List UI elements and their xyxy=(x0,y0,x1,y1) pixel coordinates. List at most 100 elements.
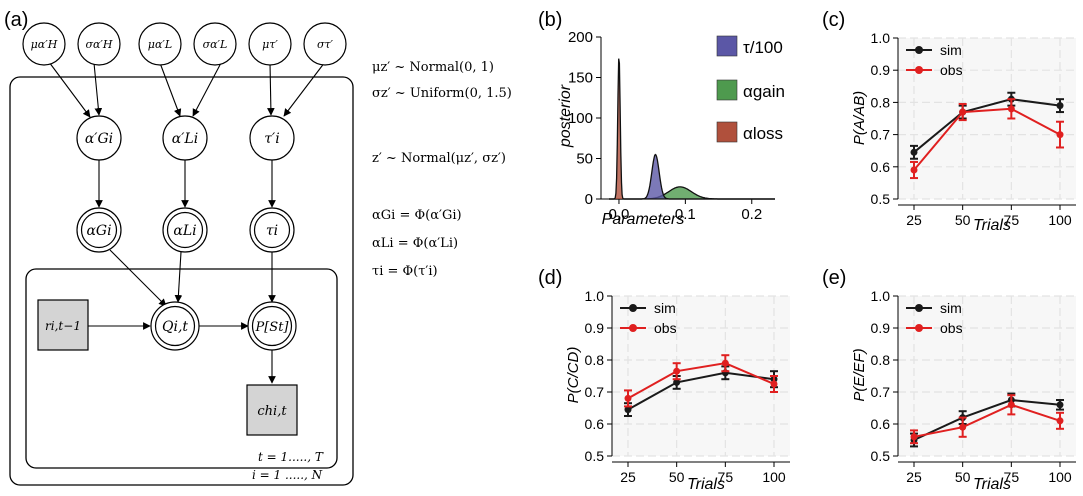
panel-label-d: (d) xyxy=(538,267,562,289)
data-point-sim xyxy=(1056,401,1064,409)
node-tau-prime xyxy=(249,115,295,161)
posterior-legend: τ/100 αgain αloss xyxy=(716,35,785,143)
edge-aL-Q xyxy=(174,251,183,303)
y-tick-label: 50 xyxy=(576,151,593,168)
y-tick-label: 100 xyxy=(568,110,593,127)
y-tick-label: 0.7 xyxy=(871,127,891,143)
equation-6: τi = Φ(τ′i) xyxy=(372,264,438,279)
data-point-obs xyxy=(1056,131,1064,139)
legend-swatch xyxy=(716,35,738,57)
legend-marker xyxy=(915,304,923,312)
panel-c: (c) 0.5 0.6 0.7 0.8 0.9 1.0 25 50 75 100 sim obs Tr… xyxy=(822,9,1076,234)
label-alphaL-prime: α′Li xyxy=(172,131,198,147)
posterior-chart: 0 50 100 150 200 0.0 0.1 0.2 xyxy=(568,29,775,223)
data-point-obs xyxy=(910,433,918,441)
equation-5: αLi = Φ(α′Li) xyxy=(372,236,458,251)
legend-swatch xyxy=(716,121,738,143)
x-tick-label: 0.2 xyxy=(741,206,762,223)
y-tick-label: 0.9 xyxy=(871,320,891,336)
equation-3: z′ ~ Normal(μz′, σz′) xyxy=(372,151,506,166)
y-tick-label: 0 xyxy=(585,191,593,208)
chart-e-x-label: Trials xyxy=(973,476,1011,493)
y-tick-label: 0.5 xyxy=(871,448,891,464)
label-mu-alphaL: μα′L xyxy=(148,38,172,51)
density-area-0 xyxy=(609,154,775,199)
node-sigma-alphaL xyxy=(193,22,237,66)
edge-sigma-aL xyxy=(192,62,222,117)
panel-label-a: (a) xyxy=(4,9,28,31)
data-point-obs xyxy=(1007,401,1015,409)
chart-c-x-label: Trials xyxy=(973,217,1011,234)
data-point-obs xyxy=(770,380,778,388)
edge-mu-aH xyxy=(48,61,91,118)
node-tau-inner xyxy=(253,211,291,249)
node-mu-tau xyxy=(248,22,292,66)
y-tick-label: 0.8 xyxy=(871,352,891,368)
y-tick-label: 1.0 xyxy=(585,288,605,304)
legend-label: αloss xyxy=(743,124,783,143)
label-mu-alphaH: μα′H xyxy=(31,38,58,51)
node-alphaL-inner xyxy=(166,211,204,249)
x-tick-label: 50 xyxy=(669,469,685,485)
label-reward: ri,t−1 xyxy=(45,319,81,333)
node-reward xyxy=(37,299,89,351)
series-line-sim xyxy=(913,98,1061,154)
edge-sigma-tau xyxy=(283,61,326,117)
panel-e: (e) 0.5 0.6 0.7 0.8 0.9 1.0 25 50 75 100 sim obs Tr… xyxy=(822,267,1076,493)
legend-marker xyxy=(629,324,637,332)
label-alphaL: αLi xyxy=(173,223,196,239)
series-line-obs xyxy=(627,362,775,400)
panel-label-c: (c) xyxy=(822,9,845,31)
y-tick-label: 0.6 xyxy=(871,416,891,432)
inner-plate xyxy=(25,268,338,469)
panel-b: (b) 0 50 100 150 200 0.0 0.1 0.2 Parameters pos… xyxy=(538,9,785,228)
legend-marker xyxy=(915,46,923,54)
legend-label: τ/100 xyxy=(743,38,783,57)
edge-mu-tau xyxy=(267,62,275,116)
edge-mu-aL xyxy=(159,62,182,117)
series-line-obs xyxy=(913,403,1061,438)
data-point-sim xyxy=(624,406,632,414)
node-mu-alphaL xyxy=(138,22,182,66)
x-tick-label: 25 xyxy=(906,212,922,228)
density-area-1 xyxy=(609,186,775,199)
posterior-y-label: posterior xyxy=(557,84,574,148)
node-alphaG-inner xyxy=(80,211,118,249)
y-tick-label: 0.8 xyxy=(871,94,891,110)
density-line-2 xyxy=(609,58,775,200)
y-tick-label: 0.6 xyxy=(585,416,605,432)
node-alphaL-prime xyxy=(162,115,208,161)
data-point-sim xyxy=(673,378,681,386)
data-point-obs xyxy=(673,367,681,375)
x-tick-label: 100 xyxy=(1048,469,1072,485)
node-Q-inner xyxy=(154,305,196,347)
chart-c: 0.5 0.6 0.7 0.8 0.9 1.0 25 50 75 100 sim obs xyxy=(871,30,1076,228)
label-choice: chi,t xyxy=(257,404,287,419)
edge-aG-Q xyxy=(109,249,167,307)
label-Q: Qi,t xyxy=(162,319,188,335)
label-sigma-alphaL: σα′L xyxy=(203,38,228,51)
y-tick-label: 0.7 xyxy=(871,384,891,400)
legend-label: obs xyxy=(940,62,963,78)
panel-a: (a) t = 1....., T i = 1 ....., N xyxy=(4,9,354,486)
panel-label-e: (e) xyxy=(822,267,846,289)
y-tick-label: 0.8 xyxy=(585,352,605,368)
legend-marker xyxy=(915,324,923,332)
x-tick-label: 50 xyxy=(955,469,971,485)
x-tick-label: 25 xyxy=(906,469,922,485)
chart-d-y-label: P(C/CD) xyxy=(565,347,582,404)
x-tick-label: 100 xyxy=(1048,212,1072,228)
x-tick-label: 25 xyxy=(620,469,636,485)
plot-background xyxy=(898,296,1076,456)
chart-e-y-label: P(E/EF) xyxy=(851,348,868,401)
node-sigma-alphaH xyxy=(77,22,121,66)
x-tick-label: 0.0 xyxy=(609,206,630,223)
legend-marker xyxy=(915,66,923,74)
chart-c-y-label: P(A/AB) xyxy=(851,91,868,145)
data-point-sim xyxy=(1056,102,1064,110)
y-tick-label: 0.7 xyxy=(585,384,605,400)
data-point-obs xyxy=(1007,105,1015,113)
x-tick-label: 75 xyxy=(1004,469,1020,485)
node-alphaG-prime xyxy=(76,115,122,161)
